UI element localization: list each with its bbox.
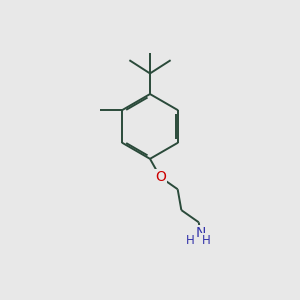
Text: H: H bbox=[186, 234, 195, 247]
Text: N: N bbox=[195, 226, 206, 240]
Text: H: H bbox=[202, 234, 210, 247]
Text: O: O bbox=[155, 170, 166, 184]
